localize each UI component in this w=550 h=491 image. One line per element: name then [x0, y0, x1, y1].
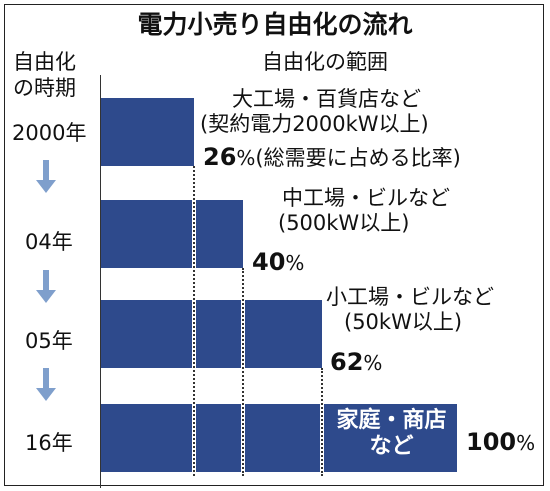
- year-label-2000: 2000年: [12, 121, 87, 145]
- stage1-percentage: 26%(総需要に占める比率): [203, 145, 461, 169]
- stage1-pct-unit: %: [236, 146, 256, 170]
- guide-dotted-line: [192, 166, 195, 476]
- year-label-16: 16年: [25, 431, 73, 455]
- stage2-percentage: 40%: [252, 250, 304, 274]
- stage1-pct-suffix: (総需要に占める比率): [255, 146, 461, 170]
- guide-dotted-line: [320, 368, 323, 476]
- stage3-desc-line2: (50kW以上): [344, 310, 463, 334]
- period-header-line1: 自由化: [13, 50, 76, 74]
- stage1-desc-line1: 大工場・百貨店など: [232, 87, 421, 111]
- guide-dotted-line: [242, 268, 245, 476]
- stage-bar-3: [101, 300, 322, 368]
- stage2-desc-line2: (500kW以上): [278, 211, 410, 235]
- timeline-axis-line: [100, 75, 101, 488]
- stage-bar-2: [101, 200, 244, 268]
- stage4-pct-unit: %: [516, 431, 536, 455]
- stage2-desc-line1: 中工場・ビルなど: [282, 186, 450, 210]
- stage2-pct-value: 40: [252, 248, 286, 276]
- stage1-pct-value: 26: [203, 143, 237, 171]
- stage4-desc-line2: など: [369, 434, 414, 459]
- stage4-label: 家庭・商店 など: [325, 408, 458, 460]
- stage3-desc-line1: 小工場・ビルなど: [326, 285, 494, 309]
- stage4-desc-line1: 家庭・商店: [336, 408, 447, 433]
- stage4-pct-value: 100: [466, 428, 517, 456]
- stage-bar-1: [101, 98, 194, 166]
- year-label-05: 05年: [25, 329, 73, 353]
- year-label-04: 04年: [25, 230, 73, 254]
- stage3-pct-unit: %: [363, 351, 383, 375]
- stage4-percentage: 100%: [466, 430, 535, 454]
- period-header-line2: の時期: [13, 76, 76, 100]
- scope-header: 自由化の範囲: [262, 50, 388, 74]
- stage-bar-4: [101, 404, 457, 472]
- diagram-frame: [4, 4, 544, 486]
- diagram-title: 電力小売り自由化の流れ: [137, 10, 413, 39]
- stage2-pct-unit: %: [285, 251, 305, 275]
- stage3-pct-value: 62: [330, 348, 364, 376]
- stage3-percentage: 62%: [330, 350, 382, 374]
- stage1-desc-line2: (契約電力2000kW以上): [200, 112, 429, 136]
